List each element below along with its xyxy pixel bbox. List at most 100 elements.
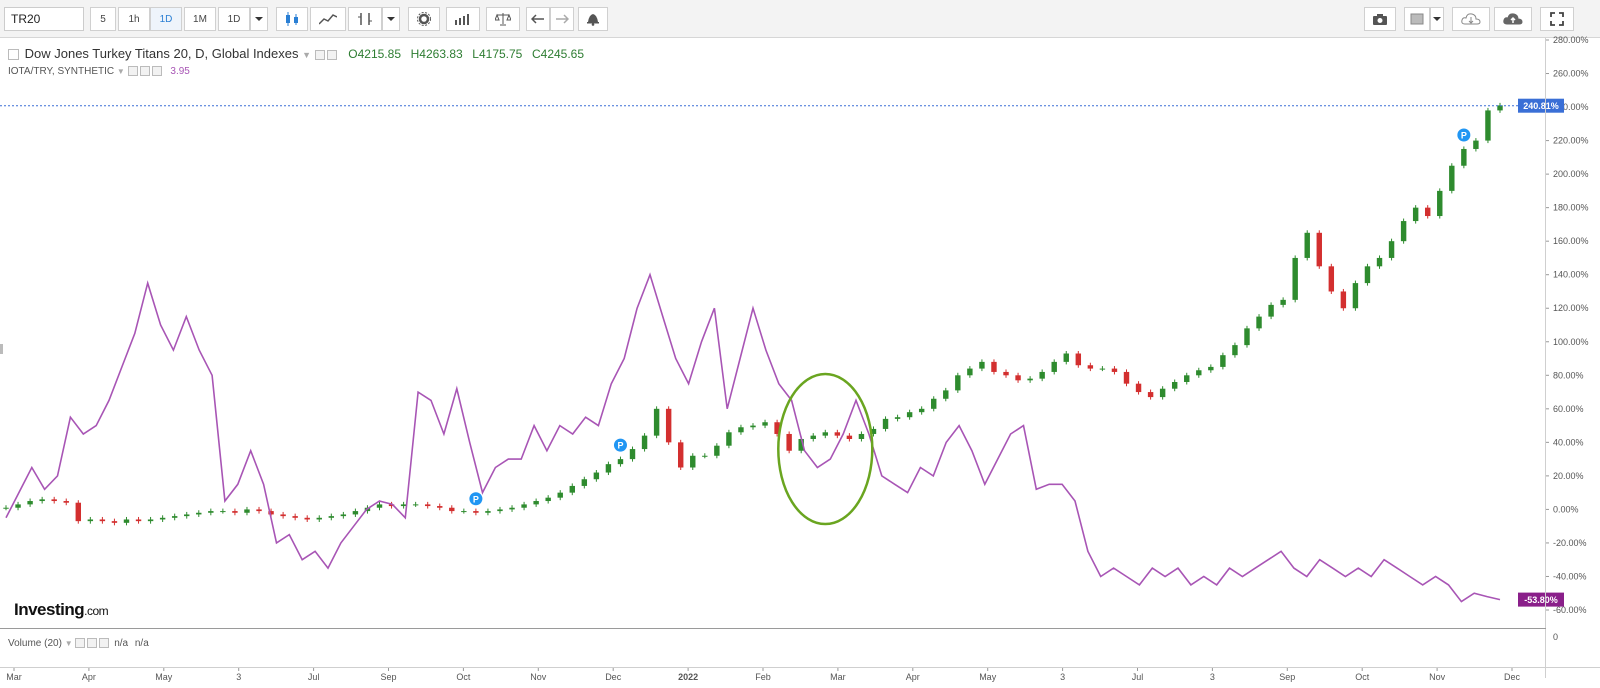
event-marker-label: P	[473, 494, 479, 504]
candle-body	[159, 517, 166, 520]
candle-body	[967, 368, 973, 376]
undo-icon[interactable]	[526, 7, 550, 31]
candle-body	[1184, 375, 1190, 382]
compare-legend: IOTA/TRY, SYNTHETIC ▼ 3.95	[8, 66, 190, 77]
price-axis-border	[1545, 38, 1546, 678]
x-tick-label: Sep	[1279, 672, 1295, 682]
candle-body	[533, 501, 539, 505]
interval-custom-button[interactable]: 1D	[218, 7, 250, 31]
candle-body	[135, 519, 142, 522]
candle-body	[1027, 378, 1033, 381]
candle-body	[3, 507, 9, 509]
volume-value-1: n/a	[114, 638, 129, 649]
candle-body	[798, 439, 804, 451]
collapse-legend-icon[interactable]	[8, 49, 19, 61]
x-tick-label: Dec	[1504, 672, 1521, 682]
candle-body	[1316, 232, 1322, 267]
candle-body	[147, 519, 154, 522]
series-settings-icon[interactable]	[314, 49, 325, 60]
last-price-label: 240.81%	[1523, 101, 1559, 111]
scale-balance-icon[interactable]	[486, 7, 520, 31]
compare-remove-icon[interactable]	[151, 66, 162, 77]
cloud-upload-icon[interactable]	[1494, 7, 1532, 31]
settings-gear-icon[interactable]	[408, 7, 440, 31]
interval-1d-button[interactable]: 1D	[150, 7, 182, 31]
candle-body	[870, 428, 877, 434]
layout-dropdown-icon[interactable]	[1430, 7, 1444, 31]
interval-5-button[interactable]: 5	[90, 7, 116, 31]
y-tick-label: 0.00%	[1553, 504, 1579, 514]
x-tick-label: Oct	[456, 672, 471, 682]
compare-dropdown-icon[interactable]: ▼	[116, 67, 125, 76]
candle-body	[750, 425, 756, 428]
candle-body	[412, 504, 419, 506]
candle-body	[1039, 371, 1045, 379]
candle-body	[39, 499, 45, 502]
candle-body	[75, 502, 82, 522]
volume-remove-icon[interactable]	[99, 638, 110, 649]
candle-body	[1111, 368, 1118, 372]
volume-visibility-icon[interactable]	[87, 638, 98, 649]
candle-body	[424, 504, 431, 507]
series-visibility-icon[interactable]	[326, 49, 337, 60]
x-tick-label: Nov	[1429, 672, 1446, 682]
candle-body	[244, 509, 250, 513]
candle-body	[51, 499, 57, 502]
candle-body	[774, 422, 780, 434]
cloud-download-icon[interactable]	[1452, 7, 1490, 31]
symbol-input[interactable]: TR20	[4, 7, 84, 31]
x-tick-label: Apr	[906, 672, 920, 682]
candle-body	[1099, 368, 1106, 370]
x-tick-label: Feb	[755, 672, 771, 682]
volume-settings-icon[interactable]	[75, 638, 86, 649]
y-tick-label: 280.00%	[1553, 35, 1589, 45]
highlight-ellipse	[777, 372, 874, 526]
left-collapse-handle	[0, 344, 3, 354]
candle-body	[1485, 110, 1491, 141]
candle-body	[437, 506, 443, 508]
camera-icon[interactable]	[1364, 7, 1396, 31]
volume-title: Volume (20)	[8, 638, 62, 649]
compare-icon[interactable]	[348, 7, 382, 31]
interval-1m-button[interactable]: 1M	[184, 7, 216, 31]
x-tick-label: 3	[1060, 672, 1065, 682]
compare-series-line	[5, 272, 1501, 603]
compare-settings-icon[interactable]	[127, 66, 138, 77]
candle-body	[87, 519, 94, 522]
interval-dropdown-icon[interactable]	[250, 7, 268, 31]
candle-body	[1304, 232, 1310, 258]
candle-body	[569, 485, 575, 493]
candle-body	[1135, 383, 1142, 393]
indicators-icon[interactable]	[310, 7, 346, 31]
layout-icon[interactable]	[1404, 7, 1430, 31]
fullscreen-icon[interactable]	[1540, 7, 1574, 31]
candle-body	[400, 504, 407, 507]
candle-body	[858, 433, 865, 439]
alert-bell-icon[interactable]	[578, 7, 608, 31]
candle-body	[991, 361, 997, 372]
x-tick-label: 3	[1210, 672, 1215, 682]
candle-body	[918, 408, 925, 413]
candle-body	[1437, 190, 1443, 217]
candle-body	[316, 517, 322, 520]
candle-body	[388, 504, 395, 507]
compare-visibility-icon[interactable]	[139, 66, 150, 77]
chart-bars-icon[interactable]	[446, 7, 480, 31]
compare-dropdown-icon[interactable]	[382, 7, 400, 31]
y-tick-label: -20.00%	[1553, 538, 1587, 548]
candle-body	[690, 455, 696, 468]
candle-body	[1473, 140, 1479, 149]
volume-pane-separator[interactable]	[0, 628, 1546, 629]
candle-body	[1075, 353, 1082, 366]
interval-1h-button[interactable]: 1h	[118, 7, 150, 31]
redo-icon[interactable]	[550, 7, 574, 31]
x-tick-label: Sep	[380, 672, 396, 682]
y-tick-label: 220.00%	[1553, 136, 1589, 146]
candle-style-icon[interactable]	[276, 7, 308, 31]
series-dropdown-icon[interactable]: ▼	[302, 50, 312, 60]
candle-body	[1461, 148, 1467, 166]
candle-body	[834, 432, 841, 436]
volume-dropdown-icon[interactable]: ▼	[64, 639, 73, 648]
candle-body	[1388, 241, 1395, 258]
